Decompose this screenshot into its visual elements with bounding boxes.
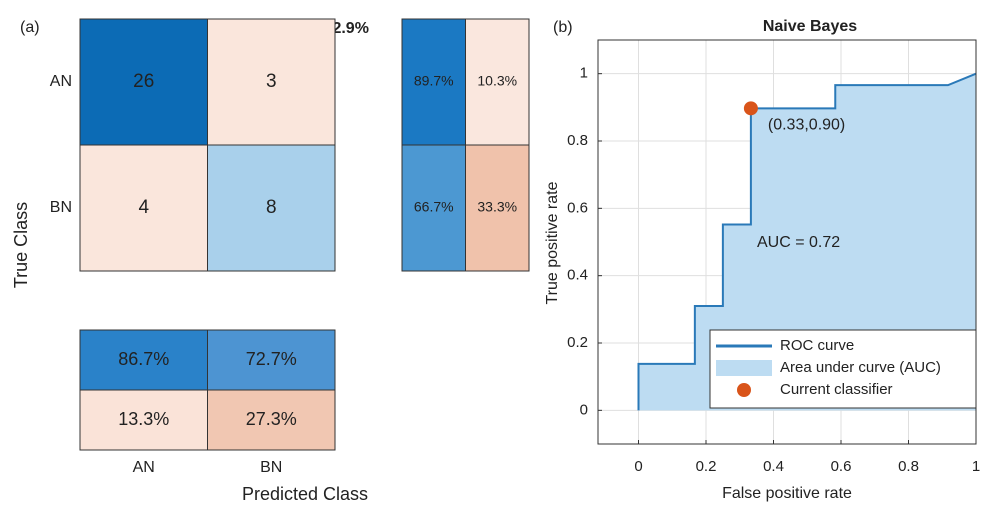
legend-label: Current classifier <box>780 381 893 398</box>
auc-area <box>638 73 976 411</box>
y-tick-label: 0.6 <box>567 199 588 216</box>
cell-label: 27.3% <box>246 409 297 429</box>
y-tick-label: 0.4 <box>567 267 588 284</box>
point-label: (0.33,0.90) <box>768 117 845 134</box>
cell-label: 4 <box>138 197 149 218</box>
cell <box>207 144 336 272</box>
legend-label: Area under curve (AUC) <box>780 359 941 376</box>
cell-label: 33.3% <box>477 199 517 215</box>
cell-label: 10.3% <box>477 73 517 89</box>
y-class-label: BN <box>50 199 72 216</box>
y-tick-label: 0 <box>580 401 588 418</box>
y-tick-label: 0.2 <box>567 334 588 351</box>
x-class-label: AN <box>133 459 155 476</box>
x-tick-label: 0 <box>634 458 642 475</box>
annotation: AUC = 0.72 <box>757 234 840 251</box>
current-classifier <box>743 101 758 116</box>
x-tick-label: 0.8 <box>898 458 919 475</box>
cell-label: 8 <box>266 197 277 218</box>
y-axis-label: True positive rate <box>544 181 561 304</box>
cell <box>79 389 208 451</box>
x-tick-label: 0.2 <box>696 458 717 475</box>
cell-label: 86.7% <box>118 349 169 369</box>
panel-label: (b) <box>553 19 573 36</box>
cell-label: 13.3% <box>118 409 169 429</box>
y-axis-label: True Class <box>11 202 31 288</box>
y-tick-label: 0.8 <box>567 132 588 149</box>
cell-label: 72.7% <box>246 349 297 369</box>
legend-swatch <box>737 383 751 397</box>
y-tick-label: 1 <box>580 65 588 82</box>
chart-title: Naive Bayes <box>763 18 857 35</box>
legend-label: ROC curve <box>780 337 854 354</box>
x-tick-label: 0.6 <box>831 458 852 475</box>
cell-label: 3 <box>266 71 277 92</box>
legend-swatch <box>716 360 772 376</box>
cell <box>401 144 466 272</box>
cell <box>465 144 530 272</box>
x-class-label: BN <box>260 459 282 476</box>
cell-label: 89.7% <box>414 73 454 89</box>
x-axis-label: Predicted Class <box>242 484 368 504</box>
cell-label: 66.7% <box>414 199 454 215</box>
x-tick-label: 1 <box>972 458 980 475</box>
x-axis-label: False positive rate <box>722 485 852 502</box>
panel-label: (a) <box>20 19 40 36</box>
cell <box>401 18 466 146</box>
cell <box>79 329 208 391</box>
axes-box <box>597 39 977 445</box>
cell <box>465 18 530 146</box>
cell-label: 26 <box>133 71 154 92</box>
y-class-label: AN <box>50 73 72 90</box>
roc-curve <box>637 72 977 411</box>
cell <box>207 389 336 451</box>
x-tick-label: 0.4 <box>763 458 784 475</box>
